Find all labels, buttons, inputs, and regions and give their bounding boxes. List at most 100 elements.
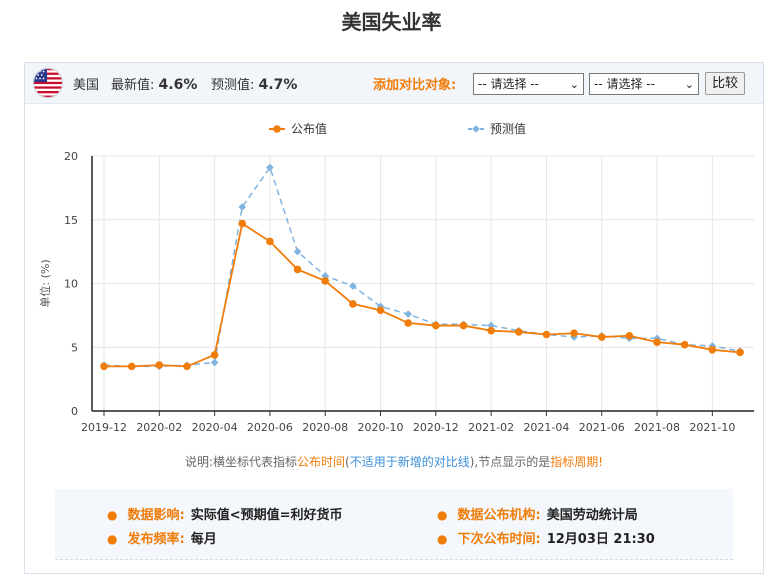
compare-select-1-value: -- 请选择 -- — [478, 77, 539, 91]
unemployment-chart: 0 5 10 15 20 2019-12 2020-02 2020-04 2020-06 2020… — [38, 121, 754, 434]
note-part-4: 不适用于新增的对比线 — [349, 455, 470, 469]
compare-select-2[interactable]: -- 请选择 -- ⌄ — [589, 73, 699, 95]
data-point — [210, 351, 219, 359]
y-tick-label: 10 — [64, 278, 78, 291]
legend-marker — [472, 125, 480, 133]
data-point — [100, 362, 108, 371]
data-point — [570, 329, 578, 338]
data-point — [238, 203, 247, 211]
chart-ticks: 0 5 10 15 20 2019-12 2020-02 2020-04 2020-06 2020… — [64, 150, 735, 434]
data-point — [266, 237, 274, 246]
series-line — [104, 222, 741, 368]
x-tick-label: 2021-06 — [579, 421, 625, 434]
next-release-info: ● 下次公布时间: 12月03日 21:30 — [437, 528, 655, 547]
data-point — [376, 306, 385, 315]
compare-select-1[interactable]: -- 请选择 -- ⌄ — [473, 73, 584, 95]
x-tick-label: 2020-04 — [192, 421, 238, 434]
x-tick-label: 2019-12 — [81, 421, 127, 434]
data-point — [432, 321, 440, 330]
country-name: 美国 — [73, 78, 100, 93]
y-tick-label: 20 — [64, 150, 78, 163]
note-part-1: 说明:横坐标代表指标 — [184, 455, 297, 469]
legend-label: 预测值 — [490, 121, 526, 136]
impact-label: 数据影响: — [127, 508, 185, 523]
data-point — [708, 346, 717, 354]
note-part-2: 公布时间 — [297, 455, 346, 469]
us-flag-icon — [33, 68, 63, 98]
x-tick-label: 2020-06 — [247, 421, 293, 434]
data-point — [625, 331, 634, 340]
impact-info: ● 数据影响: 实际值<预期值=利好货币 — [107, 504, 342, 523]
chevron-down-icon: ⌄ — [569, 78, 579, 91]
y-tick-label: 0 — [71, 405, 78, 418]
chart-note: 说明:横坐标代表指标公布时间(不适用于新增的对比线),节点显示的是指标周期! — [25, 453, 763, 470]
x-tick-label: 2020-10 — [358, 421, 404, 434]
note-part-3: ( — [345, 455, 350, 469]
legend-marker — [273, 125, 281, 133]
x-tick-label: 2021-04 — [523, 421, 569, 434]
latest-label: 最新值: — [111, 78, 155, 93]
forecast-number: 4.7% — [258, 77, 298, 93]
data-point — [404, 310, 412, 318]
legend-item: 公布值 — [269, 121, 327, 136]
indicator-panel: 美国 最新值: 4.6% 预测值: 4.7% 添加对比对象: -- 请选择 --… — [24, 62, 764, 574]
y-tick-label: 15 — [64, 214, 78, 227]
data-point — [293, 247, 302, 256]
note-part-6: 指标周期! — [550, 455, 604, 469]
agency-label: 数据公布机构: — [457, 508, 541, 523]
forecast-label: 预测值: — [211, 78, 255, 93]
data-point — [293, 265, 302, 274]
y-tick-label: 5 — [71, 341, 78, 354]
data-point — [210, 358, 219, 367]
chart-legend: 公布值 预测值 — [269, 121, 526, 136]
data-point — [349, 282, 357, 290]
data-point — [597, 333, 606, 341]
compare-button[interactable]: 比较 — [705, 72, 745, 95]
note-part-5: ),节点显示的是 — [469, 455, 551, 469]
page-title: 美国失业率 — [341, 10, 442, 34]
x-tick-label: 2021-02 — [468, 421, 514, 434]
data-point — [736, 348, 744, 357]
bullet-icon: ● — [437, 508, 448, 522]
latest-number: 4.6% — [158, 77, 198, 93]
agency-value: 美国劳动统计局 — [546, 508, 638, 523]
data-point — [459, 321, 468, 330]
bullet-icon: ● — [107, 508, 118, 522]
x-tick-label: 2020-12 — [413, 421, 459, 434]
data-point — [349, 300, 357, 308]
legend-item: 预测值 — [468, 121, 526, 136]
chart-lines — [100, 163, 744, 371]
latest-value: 最新值: 4.6% — [111, 74, 197, 93]
compare-select-2-value: -- 请选择 -- — [594, 77, 655, 91]
forecast-value: 预测值: 4.7% — [211, 74, 297, 93]
data-point — [376, 302, 385, 311]
chart-axes — [91, 156, 754, 416]
chart-grid — [92, 155, 754, 411]
data-point — [266, 163, 274, 172]
compare-label: 添加对比对象: — [373, 78, 457, 93]
data-point — [321, 277, 330, 285]
x-tick-label: 2020-08 — [302, 421, 348, 434]
x-tick-label: 2021-10 — [689, 421, 735, 434]
next-release-value: 12月03日 21:30 — [546, 532, 655, 547]
y-axis-label: 单位: (%) — [38, 259, 52, 307]
x-tick-label: 2020-02 — [136, 421, 182, 434]
data-point — [155, 361, 164, 369]
impact-value: 实际值<预期值=利好货币 — [190, 508, 343, 523]
frequency-label: 发布频率: — [127, 532, 185, 547]
frequency-info: ● 发布频率: 每月 — [107, 528, 217, 547]
legend-label: 公布值 — [291, 121, 327, 136]
panel-header: 美国 最新值: 4.6% 预测值: 4.7% 添加对比对象: -- 请选择 --… — [25, 63, 763, 104]
frequency-value: 每月 — [190, 532, 217, 547]
data-point — [514, 328, 523, 336]
data-point — [404, 319, 412, 327]
series-line — [103, 165, 741, 368]
agency-info: ● 数据公布机构: 美国劳动统计局 — [437, 504, 638, 523]
bullet-icon: ● — [107, 532, 118, 546]
data-point — [653, 338, 661, 346]
chevron-down-icon: ⌄ — [684, 78, 694, 91]
data-point — [127, 362, 136, 371]
data-point — [542, 330, 551, 339]
data-point — [680, 340, 689, 349]
next-release-label: 下次公布时间: — [457, 532, 541, 547]
